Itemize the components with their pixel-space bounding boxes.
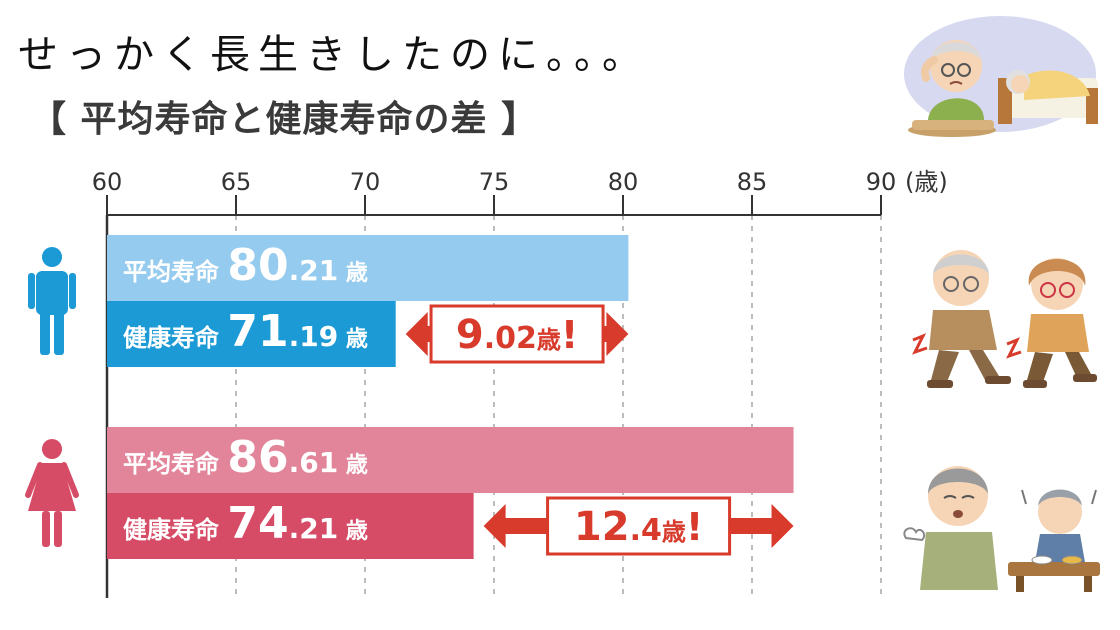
bar-value-label: 健康寿命 74.21 歳: [123, 498, 368, 549]
female-person-icon: [25, 439, 79, 547]
male-person-icon: [28, 247, 76, 355]
x-tick-label: 60: [92, 168, 123, 196]
chart-subtitle: 【 平均寿命と健康寿命の差 】: [30, 99, 539, 140]
x-tick-label: 90: [866, 168, 897, 196]
x-axis-unit: (歳): [905, 168, 948, 196]
elderly-couple-knee-pain-illustration: [912, 250, 1097, 388]
tired-elderly-illustration: [903, 466, 1100, 592]
male-bar-healthy: [107, 301, 396, 367]
x-tick-label: 85: [737, 168, 768, 196]
gap-value-label: 12.4歳!: [574, 504, 703, 550]
female-bar-average: [107, 427, 794, 493]
gap-value-label: 9.02歳!: [456, 312, 578, 358]
bar-value-label: 平均寿命 86.61 歳: [123, 432, 368, 483]
bar-value-label: 平均寿命 80.21 歳: [123, 240, 368, 291]
x-tick-label: 65: [221, 168, 252, 196]
male-gap-box: [429, 304, 605, 364]
female-gap-box: [546, 496, 732, 556]
x-tick-label: 80: [608, 168, 639, 196]
bar-value-label: 健康寿命 71.19 歳: [123, 306, 368, 357]
female-bar-healthy: [107, 493, 474, 559]
headline: せっかく長生きしたのに。。。: [18, 32, 650, 78]
male-bar-average: [107, 235, 629, 301]
x-tick-label: 70: [350, 168, 381, 196]
x-tick-label: 75: [479, 168, 510, 196]
worried-elderly-illustration: [904, 16, 1098, 137]
